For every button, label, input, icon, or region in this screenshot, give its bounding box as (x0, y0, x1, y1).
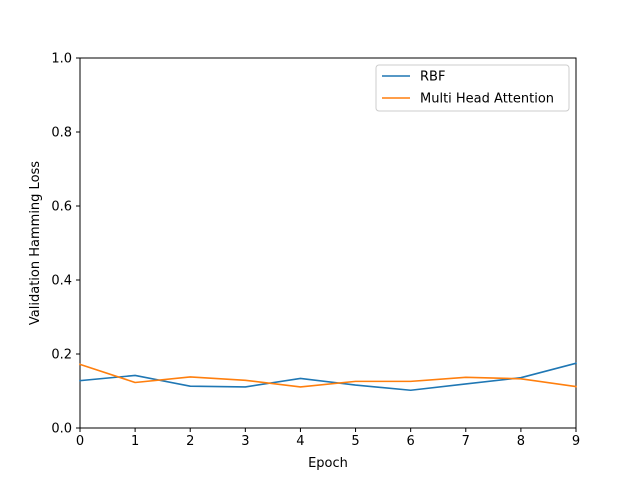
legend-label: RBF (420, 70, 445, 85)
y-axis: 0.0 0.2 0.4 0.6 0.8 1.0 (51, 52, 80, 437)
series-line-rbf (79, 362, 577, 392)
x-tick-label: 7 (462, 434, 470, 449)
plot-area-frame (79, 57, 577, 429)
x-tick-label: 3 (241, 434, 249, 449)
y-axis-title: Validation Hamming Loss (28, 161, 43, 325)
legend-frame (375, 64, 570, 112)
x-tick-label: 8 (517, 434, 525, 449)
y-tick-label: 0.0 (51, 422, 72, 437)
legend-label: Multi Head Attention (420, 92, 554, 107)
x-tick-label: 5 (351, 434, 359, 449)
x-tick-label: 9 (572, 434, 580, 449)
x-tick-label: 1 (131, 434, 139, 449)
x-tick-label: 2 (186, 434, 194, 449)
x-axis: 0 1 2 3 4 5 6 7 8 9 (76, 428, 580, 449)
x-tick-label: 4 (296, 434, 304, 449)
series-line-multi-head-attention (78, 363, 577, 388)
x-tick-label: 0 (76, 434, 84, 449)
y-tick-label: 0.8 (51, 126, 72, 141)
x-axis-title: Epoch (308, 456, 348, 471)
y-tick-label: 0.2 (51, 348, 72, 363)
y-tick-label: 0.6 (51, 200, 72, 215)
legend: RBF Multi Head Attention (375, 64, 570, 112)
series-lines (78, 362, 577, 392)
y-tick-label: 0.4 (51, 274, 72, 289)
y-tick-label: 1.0 (51, 52, 72, 67)
x-tick-label: 6 (407, 434, 415, 449)
